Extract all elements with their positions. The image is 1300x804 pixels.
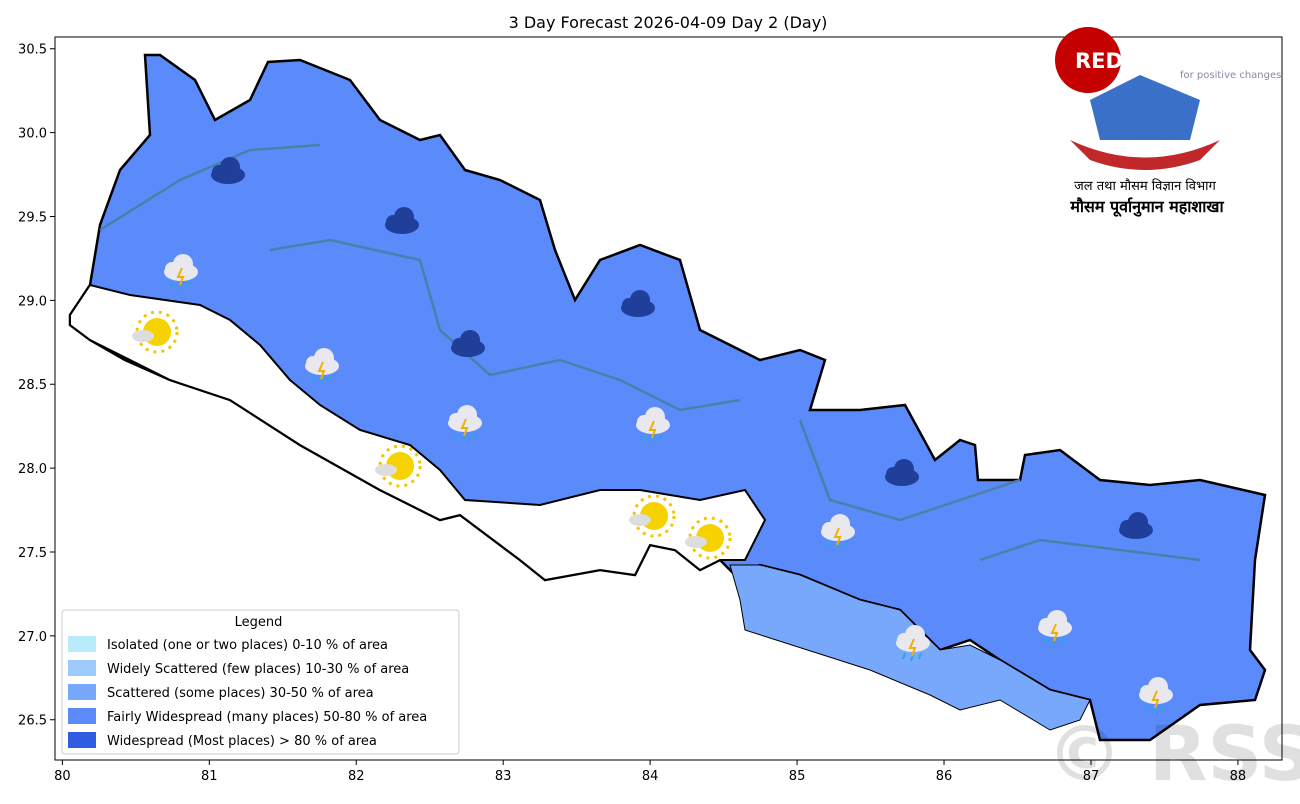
lightning <box>1151 690 1160 709</box>
province-borders <box>99 143 1201 562</box>
lightning <box>460 418 469 437</box>
x-tick-label: 81 <box>201 769 218 784</box>
cloud <box>306 356 320 370</box>
weather-icons <box>132 157 1173 714</box>
legend-swatch <box>68 732 96 748</box>
logo-division: मौसम पूर्वानुमान महाशाखा <box>1069 197 1224 217</box>
legend-label: Fairly Widespread (many places) 50-80 % … <box>107 710 427 725</box>
sun-rays <box>632 494 676 538</box>
cloud <box>629 514 651 526</box>
cloud <box>1039 618 1053 632</box>
y-tick-label: 27.0 <box>18 630 47 645</box>
sun-rays <box>688 516 732 560</box>
logo-badge <box>1055 27 1121 93</box>
chart-title: 3 Day Forecast 2026-04-09 Day 2 (Day) <box>509 13 828 32</box>
lightning <box>648 420 657 439</box>
legend-title: Legend <box>235 615 283 630</box>
x-tick-label: 86 <box>936 769 953 784</box>
sun-rays <box>135 310 179 354</box>
logo-brand: REDVOICENEPAL <box>1075 49 1269 73</box>
x-tick-label: 85 <box>789 769 806 784</box>
cloud <box>897 633 911 647</box>
cloud <box>822 522 836 536</box>
cloud <box>132 330 154 342</box>
cloud <box>165 262 179 276</box>
legend-swatch <box>68 708 96 724</box>
lightning <box>833 527 842 546</box>
x-tick-label: 84 <box>642 769 659 784</box>
region-none <box>69 283 767 582</box>
logo-emblem <box>1090 75 1200 140</box>
y-tick-label: 30.0 <box>18 127 47 142</box>
y-tick-label: 29.5 <box>18 210 47 225</box>
lightning <box>317 361 326 380</box>
cloud <box>1120 520 1134 534</box>
legend-label: Widespread (Most places) > 80 % of area <box>107 734 377 749</box>
x-tick-label: 83 <box>495 769 512 784</box>
x-tick-label: 80 <box>54 769 71 784</box>
x-tick-label: 87 <box>1083 769 1100 784</box>
cloud <box>452 338 466 352</box>
logo-ribbon <box>1070 140 1220 170</box>
cloud <box>622 298 636 312</box>
y-tick-label: 30.5 <box>18 43 47 58</box>
legend-swatch <box>68 636 96 652</box>
legend-label: Isolated (one or two places) 0-10 % of a… <box>107 638 388 653</box>
legend-label: Widely Scattered (few places) 10-30 % of… <box>107 662 409 677</box>
legend-swatch <box>68 684 96 700</box>
logo-tagline: for positive changes <box>1180 70 1281 81</box>
legend-label: Scattered (some places) 30-50 % of area <box>107 686 374 701</box>
lightning <box>908 638 917 657</box>
sun-rays <box>378 444 422 488</box>
y-tick-label: 27.5 <box>18 546 47 561</box>
logo-org: जल तथा मौसम विज्ञान विभाग <box>1074 178 1216 194</box>
x-tick-label: 82 <box>348 769 365 784</box>
cloud <box>449 413 463 427</box>
watermark: © RSS <box>1046 709 1300 798</box>
cloud <box>637 415 651 429</box>
y-tick-label: 26.5 <box>18 714 47 729</box>
cloud <box>375 464 397 476</box>
x-tick-label: 88 <box>1230 769 1247 784</box>
legend-swatch <box>68 660 96 676</box>
lightning <box>1050 623 1059 642</box>
y-tick-label: 28.0 <box>18 462 47 477</box>
cloud <box>386 215 400 229</box>
cloud <box>1140 685 1154 699</box>
cloud <box>886 467 900 481</box>
lightning <box>176 267 185 286</box>
legend-box <box>61 609 460 755</box>
y-tick-label: 28.5 <box>18 378 47 393</box>
cloud <box>685 536 707 548</box>
logo: REDVOICENEPAL for positive changes जल तथ… <box>1055 27 1281 217</box>
y-tick-label: 29.0 <box>18 294 47 309</box>
cloud <box>212 165 226 179</box>
